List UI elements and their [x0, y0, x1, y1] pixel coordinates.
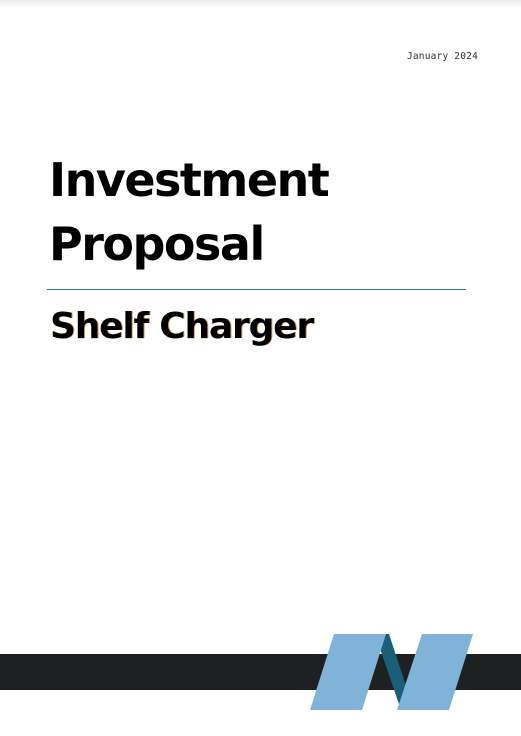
top-edge-shadow [0, 0, 521, 8]
title-divider [47, 289, 466, 290]
title-line-1: Investment [49, 153, 330, 207]
document-subtitle: Shelf Charger [50, 306, 314, 347]
footer-band [0, 654, 521, 690]
title-line-2: Proposal [49, 217, 265, 271]
document-title: Investment Proposal [49, 148, 330, 276]
document-date: January 2024 [406, 51, 478, 62]
